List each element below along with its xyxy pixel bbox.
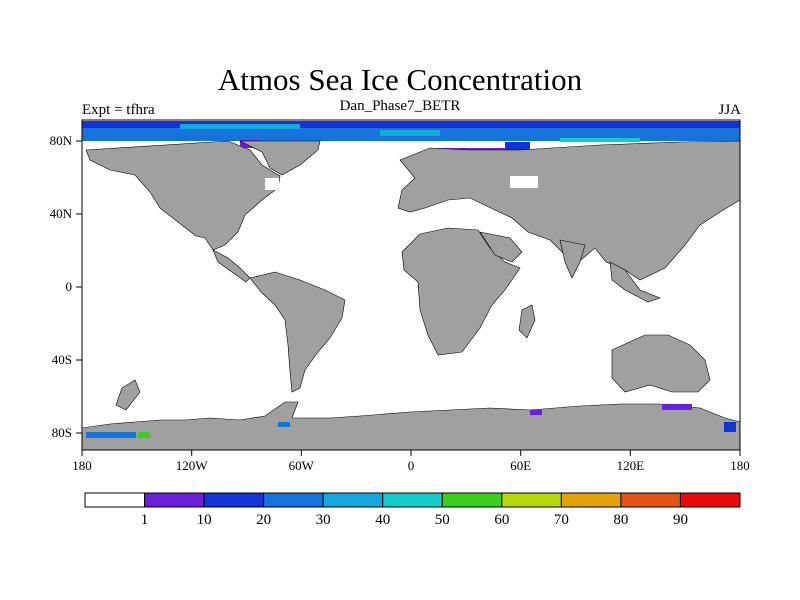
- colorbar-box: [144, 492, 205, 508]
- colorbar-label: 30: [316, 512, 331, 528]
- season-label: JJA: [718, 102, 741, 118]
- colorbar-box: [84, 492, 146, 508]
- y-axis: 80N 40N 0 40S 80S: [50, 133, 82, 440]
- southeast-asia: [609, 261, 661, 303]
- colorbar-label: 70: [554, 512, 569, 528]
- experiment-label: Expt = tfhra: [82, 102, 155, 118]
- north-america: [85, 140, 281, 251]
- colorbar-box: [322, 492, 384, 508]
- x-tick-label: 180: [72, 458, 92, 473]
- colorbar-box: [560, 492, 622, 508]
- x-tick-label: 60E: [510, 458, 531, 473]
- colorbar-boxes: [84, 492, 741, 508]
- colorbar-box: [263, 492, 324, 508]
- colorbar-label: 50: [435, 512, 450, 528]
- map-title: Atmos Sea Ice Concentration: [217, 62, 583, 97]
- x-tick-label: 120E: [617, 458, 645, 473]
- masked-cells: [265, 176, 538, 190]
- y-tick-label: 0: [66, 279, 73, 294]
- colorbar-box: [203, 492, 265, 508]
- colorbar-label: 40: [375, 512, 390, 528]
- colorbar-label: 20: [256, 512, 271, 528]
- x-tick-label: 120W: [176, 458, 209, 473]
- madagascar: [518, 304, 536, 339]
- x-axis: 180 120W 60W 0 60E 120E 180: [72, 450, 750, 473]
- colorbar-box: [441, 492, 503, 508]
- map-subtitle: Dan_Phase7_BETR: [339, 98, 461, 114]
- colorbar-box: [620, 492, 681, 508]
- y-tick-label: 40S: [52, 352, 72, 367]
- colorbar: 1 10 20 30 40 50 60 70 80 90: [84, 492, 741, 528]
- colorbar-box: [679, 492, 741, 508]
- colorbar-label: 1: [141, 512, 149, 528]
- eurasia: [397, 140, 741, 281]
- map-panel: [81, 119, 741, 451]
- colorbar-box: [382, 492, 443, 508]
- new-zealand: [115, 379, 141, 411]
- arabia: [479, 231, 523, 263]
- africa: [401, 227, 521, 356]
- antarctic-sea-ice: [86, 404, 736, 438]
- colorbar-box: [501, 492, 562, 508]
- colorbar-label: 80: [613, 512, 628, 528]
- central-america: [212, 249, 251, 283]
- colorbar-labels: 1 10 20 30 40 50 60 70 80 90: [141, 512, 688, 528]
- greenland: [239, 140, 321, 176]
- colorbar-label: 90: [673, 512, 688, 528]
- land: [81, 140, 741, 451]
- y-tick-label: 40N: [50, 206, 73, 221]
- colorbar-label: 60: [494, 512, 509, 528]
- australia: [611, 334, 711, 393]
- x-tick-label: 60W: [289, 458, 315, 473]
- antarctica: [81, 401, 741, 451]
- india: [559, 239, 586, 279]
- colorbar-label: 10: [197, 512, 212, 528]
- y-tick-label: 80S: [52, 425, 72, 440]
- x-tick-label: 0: [408, 458, 415, 473]
- x-tick-label: 180: [730, 458, 750, 473]
- south-america: [249, 271, 346, 393]
- y-tick-label: 80N: [50, 133, 73, 148]
